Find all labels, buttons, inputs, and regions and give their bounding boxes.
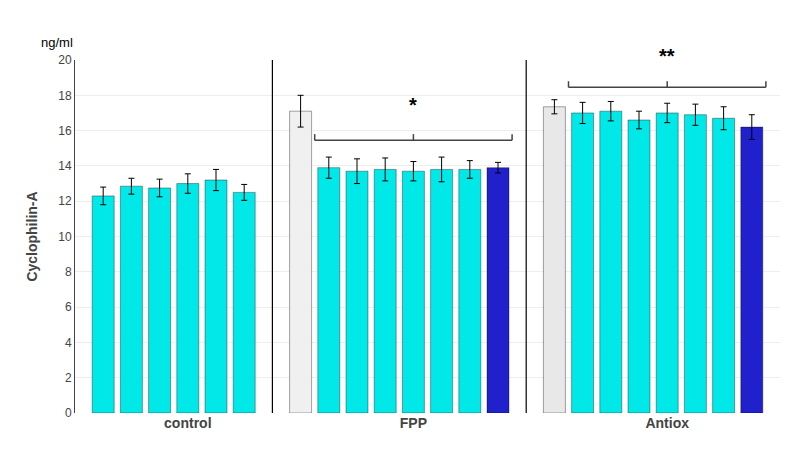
svg-text:2: 2	[65, 371, 72, 385]
svg-text:Antiox: Antiox	[645, 415, 689, 431]
svg-text:ng/ml: ng/ml	[41, 35, 73, 50]
svg-text:4: 4	[65, 336, 72, 350]
svg-text:18: 18	[58, 89, 72, 103]
svg-text:0: 0	[65, 406, 72, 420]
svg-text:6: 6	[65, 300, 72, 314]
svg-text:8: 8	[65, 265, 72, 279]
svg-text:12: 12	[58, 194, 72, 208]
svg-text:10: 10	[58, 230, 72, 244]
svg-text:16: 16	[58, 124, 72, 138]
svg-text:**: **	[659, 45, 675, 67]
svg-text:Cyclophilin-A: Cyclophilin-A	[24, 191, 40, 281]
svg-text:20: 20	[58, 53, 72, 67]
svg-text:control: control	[164, 415, 211, 431]
svg-text:*: *	[409, 94, 417, 116]
svg-text:14: 14	[58, 159, 72, 173]
svg-text:FPP: FPP	[400, 415, 427, 431]
